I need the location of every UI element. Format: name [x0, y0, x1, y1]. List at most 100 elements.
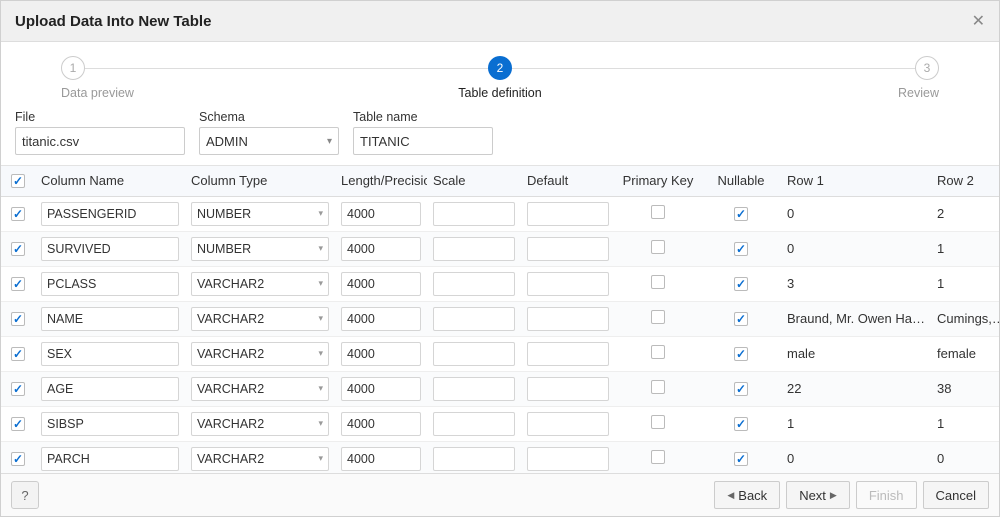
finish-button[interactable]: Finish	[856, 481, 917, 509]
nullable-checkbox[interactable]	[734, 382, 748, 396]
row2-preview: 1	[937, 416, 999, 431]
select-all-checkbox[interactable]	[11, 174, 25, 188]
column-name-input[interactable]: SIBSP	[41, 412, 179, 436]
primary-key-checkbox[interactable]	[651, 310, 665, 324]
default-input[interactable]	[527, 202, 609, 226]
header-col-name: Column Name	[35, 166, 185, 196]
step-1-label: Data preview	[61, 86, 281, 100]
column-type-select[interactable]: VARCHAR2▾	[191, 412, 329, 436]
column-type-select[interactable]: NUMBER▾	[191, 202, 329, 226]
column-type-value: NUMBER	[197, 242, 251, 256]
column-name-input[interactable]: NAME	[41, 307, 179, 331]
default-input[interactable]	[527, 412, 609, 436]
primary-key-checkbox[interactable]	[651, 205, 665, 219]
header-col-pk: Primary Key	[615, 166, 701, 196]
close-icon[interactable]: ✕	[972, 11, 985, 31]
default-input[interactable]	[527, 377, 609, 401]
schema-select[interactable]: ADMIN ▾	[199, 127, 339, 155]
finish-label: Finish	[869, 488, 904, 503]
columns-grid: Column Name Column Type Length/Precision…	[1, 165, 999, 473]
help-button[interactable]: ?	[11, 481, 39, 509]
scale-input[interactable]	[433, 342, 515, 366]
length-input[interactable]: 4000	[341, 447, 421, 471]
default-input[interactable]	[527, 342, 609, 366]
length-input[interactable]: 4000	[341, 412, 421, 436]
row-checkbox[interactable]	[11, 417, 25, 431]
nullable-checkbox[interactable]	[734, 277, 748, 291]
file-label: File	[15, 110, 185, 124]
column-type-select[interactable]: VARCHAR2▾	[191, 307, 329, 331]
length-input[interactable]: 4000	[341, 202, 421, 226]
length-value: 4000	[347, 347, 375, 361]
column-type-value: VARCHAR2	[197, 347, 264, 361]
back-label: Back	[738, 488, 767, 503]
step-3-label: Review	[719, 86, 939, 100]
table-name-label: Table name	[353, 110, 493, 124]
scale-input[interactable]	[433, 447, 515, 471]
length-input[interactable]: 4000	[341, 377, 421, 401]
column-type-select[interactable]: VARCHAR2▾	[191, 377, 329, 401]
default-input[interactable]	[527, 447, 609, 471]
default-input[interactable]	[527, 272, 609, 296]
back-button[interactable]: ◀ Back	[714, 481, 780, 509]
table-name-input[interactable]: TITANIC	[353, 127, 493, 155]
row-checkbox[interactable]	[11, 312, 25, 326]
length-input[interactable]: 4000	[341, 237, 421, 261]
nullable-checkbox[interactable]	[734, 417, 748, 431]
length-input[interactable]: 4000	[341, 307, 421, 331]
chevron-down-icon: ▾	[318, 208, 323, 219]
next-button[interactable]: Next ▶	[786, 481, 850, 509]
length-input[interactable]: 4000	[341, 342, 421, 366]
table-row: PARCHVARCHAR2▾400000	[1, 441, 999, 473]
table-row: NAMEVARCHAR2▾4000Braund, Mr. Owen Harris…	[1, 301, 999, 336]
nullable-checkbox[interactable]	[734, 242, 748, 256]
column-type-select[interactable]: NUMBER▾	[191, 237, 329, 261]
nullable-checkbox[interactable]	[734, 207, 748, 221]
length-value: 4000	[347, 452, 375, 466]
nullable-checkbox[interactable]	[734, 347, 748, 361]
chevron-down-icon: ▾	[318, 453, 323, 464]
row-checkbox[interactable]	[11, 242, 25, 256]
column-type-select[interactable]: VARCHAR2▾	[191, 447, 329, 471]
file-input[interactable]: titanic.csv	[15, 127, 185, 155]
step-2[interactable]: 2	[488, 56, 512, 80]
column-name-input[interactable]: PARCH	[41, 447, 179, 471]
primary-key-checkbox[interactable]	[651, 450, 665, 464]
chevron-down-icon: ▾	[318, 418, 323, 429]
column-name-input[interactable]: AGE	[41, 377, 179, 401]
column-name-input[interactable]: PCLASS	[41, 272, 179, 296]
column-type-select[interactable]: VARCHAR2▾	[191, 272, 329, 296]
step-3[interactable]: 3	[915, 56, 939, 80]
column-name-input[interactable]: SURVIVED	[41, 237, 179, 261]
scale-input[interactable]	[433, 272, 515, 296]
scale-input[interactable]	[433, 202, 515, 226]
scale-input[interactable]	[433, 377, 515, 401]
scale-input[interactable]	[433, 412, 515, 436]
length-input[interactable]: 4000	[341, 272, 421, 296]
primary-key-checkbox[interactable]	[651, 380, 665, 394]
row-checkbox[interactable]	[11, 452, 25, 466]
row-checkbox[interactable]	[11, 277, 25, 291]
column-name-input[interactable]: SEX	[41, 342, 179, 366]
step-1[interactable]: 1	[61, 56, 85, 80]
row-checkbox[interactable]	[11, 207, 25, 221]
scale-input[interactable]	[433, 307, 515, 331]
primary-key-checkbox[interactable]	[651, 415, 665, 429]
length-value: 4000	[347, 277, 375, 291]
nullable-checkbox[interactable]	[734, 452, 748, 466]
default-input[interactable]	[527, 307, 609, 331]
column-type-select[interactable]: VARCHAR2▾	[191, 342, 329, 366]
row-checkbox[interactable]	[11, 347, 25, 361]
row-checkbox[interactable]	[11, 382, 25, 396]
column-name-input[interactable]: PASSENGERID	[41, 202, 179, 226]
nullable-checkbox[interactable]	[734, 312, 748, 326]
column-name-value: SEX	[47, 347, 72, 361]
footer: ? ◀ Back Next ▶ Finish Cancel	[1, 473, 999, 516]
primary-key-checkbox[interactable]	[651, 275, 665, 289]
cancel-button[interactable]: Cancel	[923, 481, 989, 509]
default-input[interactable]	[527, 237, 609, 261]
scale-input[interactable]	[433, 237, 515, 261]
primary-key-checkbox[interactable]	[651, 345, 665, 359]
titlebar: Upload Data Into New Table ✕	[1, 1, 999, 42]
primary-key-checkbox[interactable]	[651, 240, 665, 254]
